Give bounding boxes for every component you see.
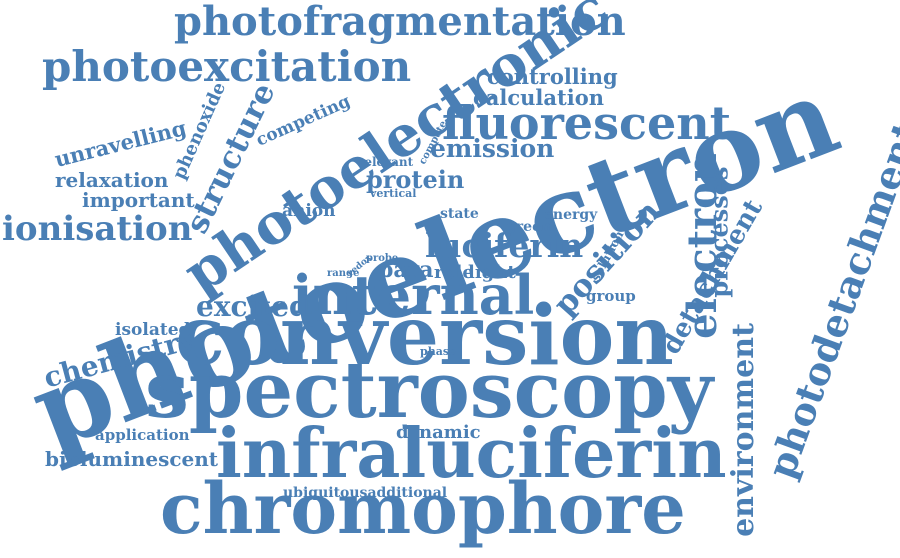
word-relaxation: relaxation (55, 168, 169, 192)
word-photofragmentation: photofragmentation (174, 0, 626, 45)
word-photoexcitation: photoexcitation (42, 42, 412, 91)
word-green: green (506, 219, 552, 235)
word-ubiquitousadditional: ubiquitousadditional (283, 485, 448, 501)
word-ionisation: ionisation (2, 209, 193, 249)
word-infraluciferin: infraluciferin (216, 414, 727, 494)
word-controlling: controlling (487, 64, 618, 89)
word-bioluminescent: bioluminescent (45, 447, 219, 471)
word-phase: phase (420, 345, 457, 358)
word-state: state (440, 206, 479, 222)
word-probe: probe (366, 253, 399, 264)
word-isolated: isolated (115, 320, 191, 340)
word-range: range (327, 268, 360, 279)
word-protein: protein (366, 165, 465, 194)
word-chromophore: chromophore (160, 467, 686, 550)
word-conversion: conversion (175, 288, 674, 384)
word-vertical: vertical (370, 187, 417, 200)
word-light: light (468, 262, 516, 283)
word-role: role (434, 262, 474, 283)
word-para: para (378, 257, 434, 283)
word-unravelling: unravelling (51, 115, 189, 172)
word-excited: excited (196, 290, 309, 323)
word-group: group (586, 287, 636, 305)
word-anion: anion (282, 201, 336, 221)
word-important: important (82, 188, 195, 212)
word-emission: emission (430, 134, 555, 163)
word-calculation: calculation (473, 85, 604, 110)
word-luciferin: luciferin (425, 226, 584, 265)
word-relevant: relevant (358, 155, 414, 169)
word-dynamic: dynamic (396, 422, 481, 443)
word-energy: energy (544, 207, 598, 223)
word-application: application (95, 426, 190, 444)
word-fluorescent: fluorescent (442, 96, 731, 150)
word-environment: environment (725, 323, 761, 537)
word-spectroscopy: spectroscopy (145, 345, 714, 436)
word-internal: internal (292, 263, 535, 327)
